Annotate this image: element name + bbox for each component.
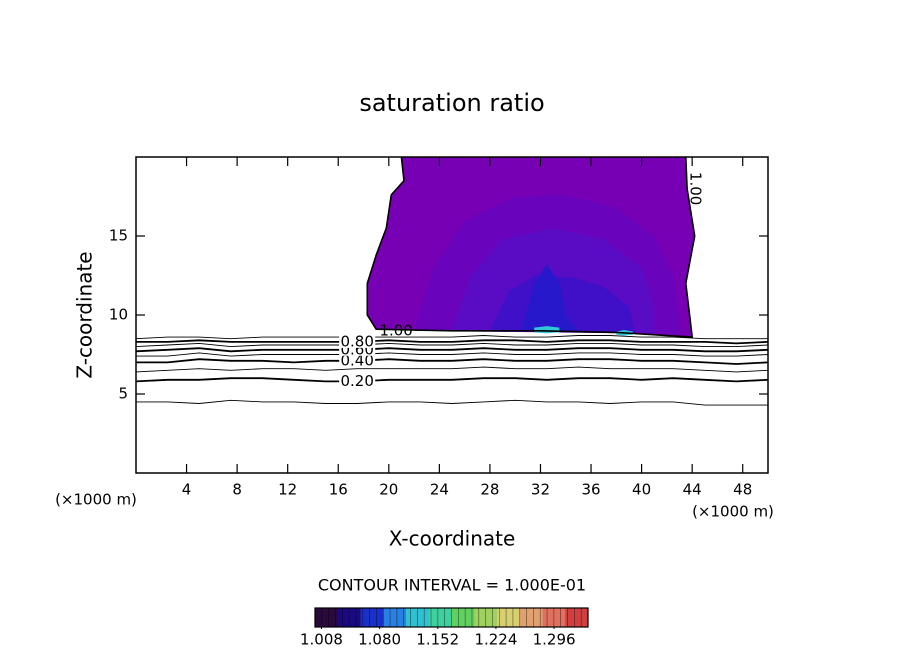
y-tick-label: 5 [118,385,128,403]
contour-label: 1.00 [379,322,412,340]
contour-label-bg [339,375,376,388]
contour-label: 0.20 [340,372,373,390]
x-unit-label: (×1000 m) [692,503,774,521]
x-tick-label: 28 [480,481,499,499]
contour-label: 0.40 [340,351,373,369]
contour-label-bg [339,335,376,348]
x-tick-label: 48 [733,481,752,499]
contour-line [136,342,768,348]
x-unit-label: (×1000 m) [55,491,137,509]
x-tick-label: 40 [632,481,651,499]
colorbar-cell [360,608,384,627]
colorbar-cell [451,608,475,627]
y-tick-label: 10 [109,306,128,324]
contour-line [136,339,768,345]
contour-line [136,366,768,373]
plot-area [136,157,768,406]
y-tick-label: 15 [109,227,128,245]
x-tick-label: 24 [430,481,449,499]
cloud-boundary [366,157,696,338]
x-tick-label: 36 [581,481,600,499]
contour-line [136,347,768,353]
x-tick-label: 4 [182,481,192,499]
y-axis-label: Z-coordinate [73,251,97,378]
contour-line [136,377,768,383]
x-tick-label: 44 [683,481,702,499]
colorbar-tick-label: 1.296 [533,631,576,649]
colorbar-cell [315,608,339,627]
x-tick-label: 8 [232,481,242,499]
contour-interval: CONTOUR INTERVAL = 1.000E-01 [318,576,586,595]
filled-region [521,264,579,331]
x-axis-label: X-coordinate [389,527,516,551]
chart-title: saturation ratio [359,89,544,117]
x-tick-label: 32 [531,481,550,499]
colorbar-tick-label: 1.152 [416,631,459,649]
contour-label: 1.00 [687,172,705,205]
colorbar-tick-label: 1.080 [358,631,401,649]
contour-label-bg [339,354,376,367]
colorbar-cell [565,608,589,627]
contour-line [136,399,768,406]
colorbar-frame [314,607,589,628]
contour-line [136,358,768,365]
colorbar-tick-label: 1.224 [474,631,517,649]
x-tick-label: 20 [379,481,398,499]
contour-line [136,352,768,357]
contour-line [136,335,768,340]
colorbar-cell [383,608,407,627]
contour-label: 0.80 [340,332,373,350]
colorbar-cell [428,608,452,627]
colorbar-cell [519,608,543,627]
x-tick-label: 16 [329,481,348,499]
x-tick-label: 12 [278,481,297,499]
filled-region [534,326,560,334]
colorbar-tick-label: 1.008 [300,631,343,649]
colorbar-cell [497,608,521,627]
